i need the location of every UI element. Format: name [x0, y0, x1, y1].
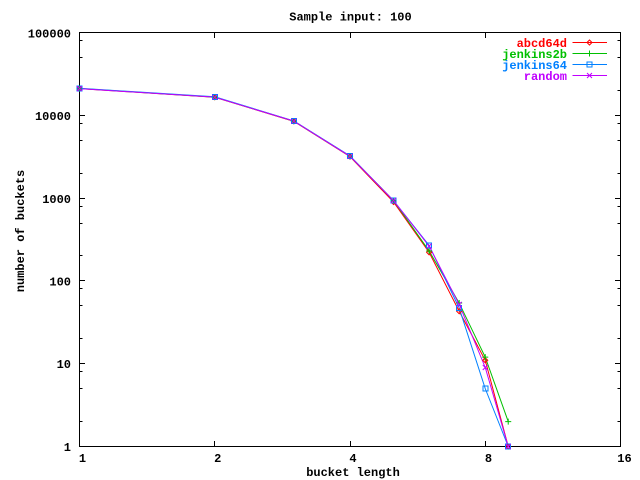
svg-text:1: 1 — [79, 452, 86, 466]
svg-text:8: 8 — [485, 452, 492, 466]
svg-text:10: 10 — [57, 358, 71, 372]
svg-text:1: 1 — [64, 441, 71, 455]
svg-text:jenkins2b: jenkins2b — [502, 48, 567, 62]
svg-text:10000: 10000 — [35, 110, 71, 124]
svg-text:100000: 100000 — [28, 27, 71, 41]
svg-text:jenkins64: jenkins64 — [502, 59, 567, 73]
svg-text:2: 2 — [214, 452, 221, 466]
svg-text:1000: 1000 — [42, 193, 71, 207]
svg-text:bucket length: bucket length — [306, 466, 400, 480]
svg-text:random: random — [524, 70, 567, 84]
svg-text:100: 100 — [49, 275, 71, 289]
svg-text:16: 16 — [617, 452, 631, 466]
svg-text:abcd64d: abcd64d — [517, 37, 567, 51]
svg-text:Sample input: 100: Sample input: 100 — [289, 11, 411, 25]
svg-text:4: 4 — [349, 452, 356, 466]
svg-text:number of buckets: number of buckets — [14, 170, 28, 292]
